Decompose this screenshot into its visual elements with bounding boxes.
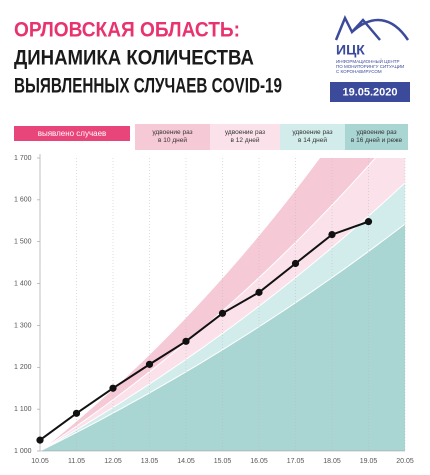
- date: 19.05.2020: [342, 86, 397, 98]
- y-tick-label: 1 200: [14, 364, 32, 371]
- legend-label: удвоение раз в 14 дней: [292, 129, 332, 144]
- data-point: [182, 337, 190, 345]
- band-edge: [40, 223, 405, 451]
- legend-label: удвоение раз в 16 дней и реже: [351, 129, 403, 144]
- y-tick-label: 1 700: [14, 155, 32, 162]
- logo-caption: ПО МОНИТОРИНГУ СИТУАЦИИ: [336, 64, 404, 69]
- band-edge: [40, 158, 321, 451]
- y-tick-label: 1 500: [14, 239, 32, 246]
- data-point: [109, 384, 117, 392]
- x-tick-label: 14.05: [177, 458, 195, 465]
- x-tick-label: 15.05: [214, 458, 232, 465]
- x-tick-label: 11.05: [68, 458, 85, 465]
- subtitle-line: ДИНАМИКА КОЛИЧЕСТВА: [14, 47, 254, 70]
- data-point: [291, 259, 300, 268]
- x-tick-label: 20.05: [396, 458, 414, 465]
- legend-swatch: [345, 124, 408, 150]
- band-edge: [40, 182, 405, 451]
- x-tick-label: 10.05: [31, 458, 49, 465]
- legend-swatch: [210, 124, 280, 150]
- x-tick-label: 18.05: [323, 458, 341, 465]
- logo-caption: ИНФОРМАЦИОННЫЙ ЦЕНТР: [336, 57, 399, 64]
- y-tick-label: 1 600: [14, 197, 32, 204]
- doubling-band: [40, 158, 405, 451]
- data-point: [72, 409, 81, 417]
- y-tick-label: 1 400: [14, 280, 32, 287]
- y-tick-label: 1 000: [14, 448, 32, 455]
- data-point: [255, 288, 263, 296]
- logo-caption: С КОРОНАВИРУСОМ: [336, 69, 382, 74]
- data-point: [218, 309, 227, 317]
- y-tick-label: 1 100: [14, 406, 32, 413]
- data-point: [364, 218, 373, 226]
- x-tick-label: 17.05: [287, 458, 305, 465]
- legend-label: удвоение раз в 10 дней: [152, 129, 192, 144]
- legend-label: выявлено случаев: [38, 129, 107, 138]
- data-point: [36, 436, 44, 444]
- subtitle-line: ВЫЯВЛЕННЫХ СЛУЧАЕВ COVID-19: [14, 75, 282, 98]
- logo: ИЦК ИНФОРМАЦИОННЫЙ ЦЕНТР ПО МОНИТОРИНГУ …: [334, 14, 410, 74]
- x-tick-label: 13.05: [141, 458, 159, 465]
- logo-text: ИЦК: [336, 42, 365, 58]
- legend-swatch: [280, 124, 345, 150]
- legend-label: удвоение раз в 12 дней: [225, 129, 265, 144]
- legend-swatch: [135, 124, 210, 150]
- x-tick-label: 16.05: [250, 458, 268, 465]
- x-tick-label: 19.05: [360, 458, 378, 465]
- y-tick-label: 1 300: [14, 322, 32, 329]
- date-box: [330, 82, 410, 102]
- legend-swatch: [14, 126, 130, 141]
- doubling-band: [40, 224, 405, 451]
- data-point: [145, 360, 154, 368]
- doubling-band: [40, 158, 376, 451]
- x-tick-label: 12.05: [104, 458, 122, 465]
- title: ОРЛОВСКАЯ ОБЛАСТЬ:: [14, 19, 240, 42]
- data-line: [39, 220, 369, 441]
- logo-mark: [334, 14, 410, 41]
- data-point: [328, 230, 336, 239]
